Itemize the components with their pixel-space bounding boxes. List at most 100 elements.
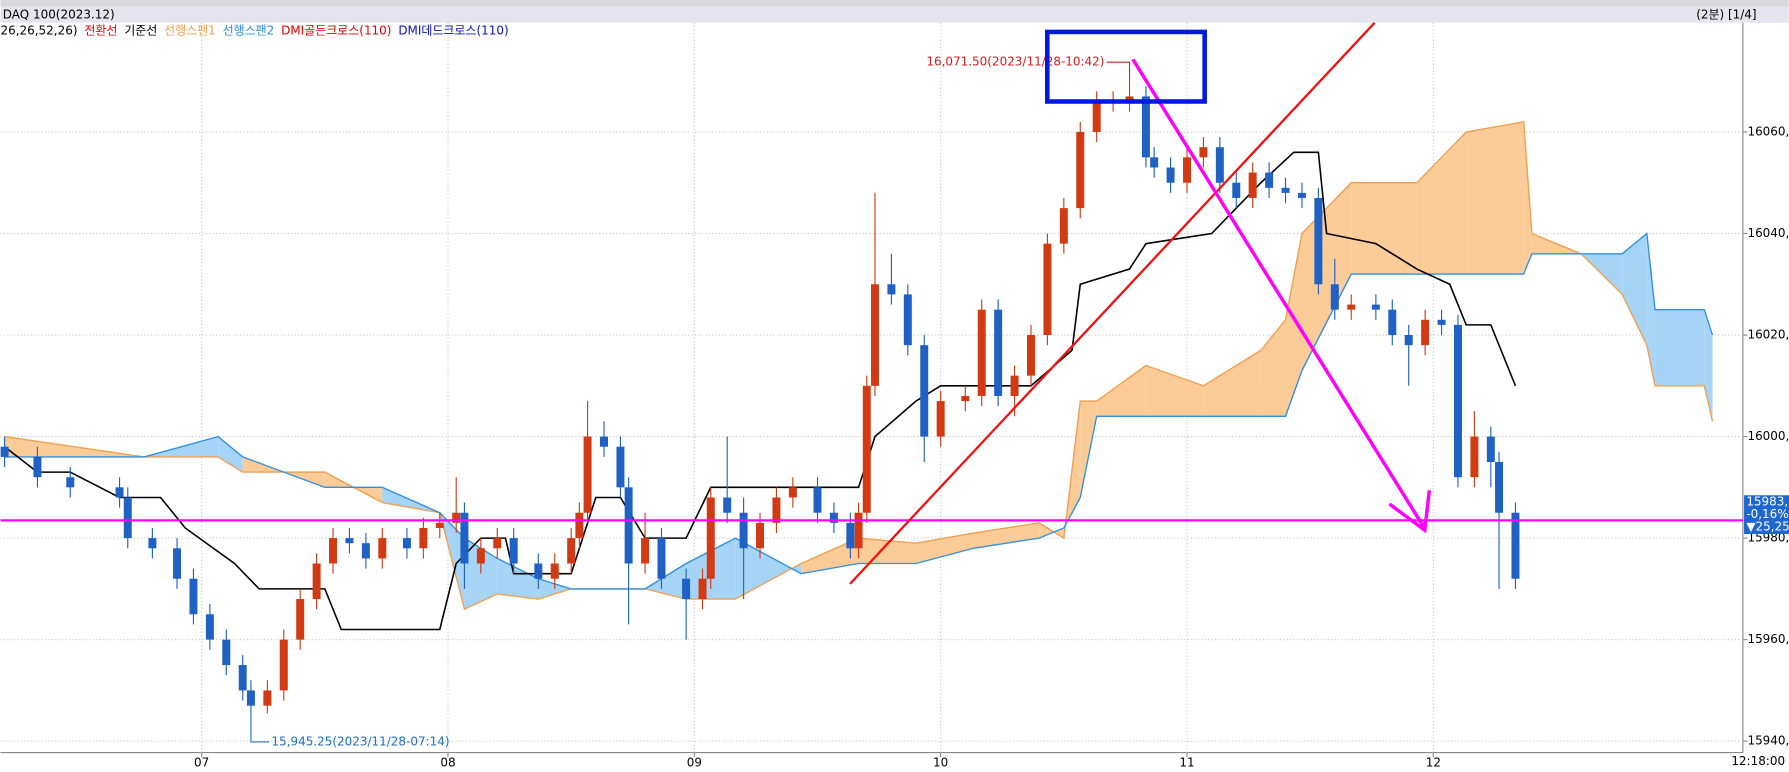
candle-body [887,284,896,295]
cloud-fill [218,436,243,473]
cloud-fill [1096,365,1146,417]
legend-label: 선행스팬2 [223,22,275,37]
candle-body [1495,461,1504,513]
cloud-fill [973,522,1040,549]
candle-body [1486,436,1495,462]
cloud-fill [645,563,687,600]
cloud-fill [1145,365,1204,417]
candle-body [1125,96,1134,102]
cloud-fill [1646,233,1656,386]
candle-body [1265,172,1274,188]
candle-body [1421,319,1430,346]
candle-body [1150,157,1159,168]
x-tick-label: 11 [1179,755,1194,769]
candle-body [452,512,461,523]
candle-body [550,563,559,579]
price-box [1744,495,1789,535]
candle-body [33,456,42,478]
highlight-box [1045,29,1207,104]
plot-area [0,22,1743,753]
cloud-fill [1466,121,1524,275]
candle-body [419,527,428,549]
candle-body [312,563,321,600]
candle-body [1511,512,1520,579]
candle-body [1043,243,1052,336]
candle-body [205,614,214,640]
cloud-fill [916,533,974,564]
price-box-label: 15983,50 [1746,495,1789,509]
candle-body [246,690,255,706]
candle-body [493,538,502,549]
candle-body [567,538,576,564]
candle-body [1166,167,1175,183]
cloud-fill [735,538,802,600]
candle-body [772,497,781,523]
candle-body [1076,131,1085,209]
candle-body [238,665,247,691]
x-tick-label: 10 [933,755,948,769]
candle-body [1388,309,1397,336]
annotation-leader [250,714,270,743]
cloud-fill [1622,233,1647,346]
legend-prefix: 26,26,52,26) [0,23,77,37]
cloud-fill [1260,319,1286,417]
y-tick-label: 15960,00 [1747,632,1789,646]
candle-body [698,578,707,600]
y-tick-label: 16060,00 [1747,124,1789,138]
y-tick-label: 16000,00 [1747,429,1789,443]
candle-body [977,309,986,396]
candle-body [1215,147,1224,183]
candle-body [994,309,1003,396]
candle-body [624,487,633,564]
candle-body [600,436,608,447]
candle-body [460,512,469,564]
cloud-fill [858,538,917,564]
cloud-fill [1655,309,1705,386]
candle-body [279,639,288,691]
header-bar [0,6,1789,23]
candle-body [1248,172,1257,198]
cloud-fill [801,538,859,574]
candle-body [329,538,338,564]
candle-body [476,548,485,564]
candle-body [1330,284,1339,310]
candle-body [189,578,198,615]
candle-body [509,538,518,564]
candle-body [0,446,9,457]
candle-body [1297,192,1306,198]
candle-body [920,345,929,437]
candle-body [657,538,666,579]
candle-body [870,284,879,386]
candle-body [706,497,715,579]
chart-title: DAQ 100(2023.12) [3,7,115,21]
arrow-head [1388,490,1432,534]
candle-body [173,548,182,579]
candle-body [756,522,765,549]
candle-body [115,487,124,498]
candle-body [1010,375,1019,396]
candle-body [345,538,354,544]
candle-body [1470,436,1479,478]
candle-body [583,436,592,513]
candle-body [641,538,650,564]
candle-body [1183,157,1191,183]
price-box-label: ▼25,25 [1746,520,1789,534]
cloud-fill [1080,401,1097,498]
cloud-fill [1523,121,1532,275]
y-tick-label: 15980,00 [1747,531,1789,545]
x-tick-label: 08 [440,755,455,769]
toolbar-strip [0,0,1789,7]
candle-body [829,512,838,523]
candle-body [378,538,387,559]
candle-body [222,639,231,666]
candle-body [1437,319,1446,325]
cloud-fill [1301,182,1352,371]
candle-body [616,446,625,488]
chart-layer: 15940,00 15960,00 15980,00 16000,00 16020,00… [0,22,1789,769]
cloud-fill [1285,233,1302,417]
candle-body [66,477,75,488]
candle-body [682,578,691,600]
span1-line [4,121,1714,611]
